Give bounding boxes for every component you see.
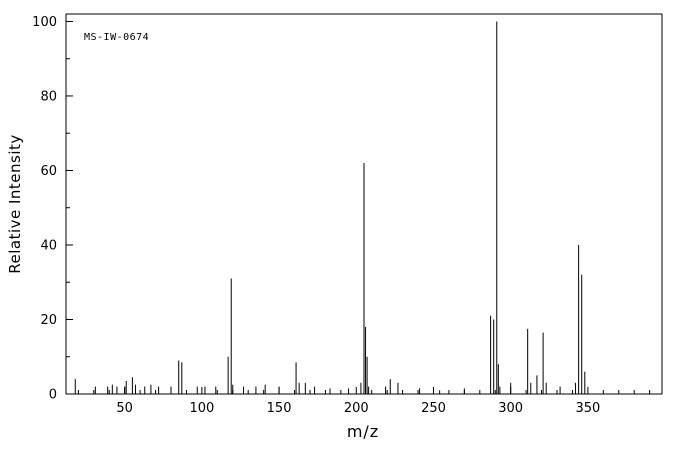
x-tick-label: 350 bbox=[575, 401, 600, 416]
y-tick-label: 40 bbox=[40, 238, 57, 253]
y-tick-label: 20 bbox=[40, 313, 57, 328]
x-axis-label: m/z bbox=[346, 422, 380, 441]
x-tick-label: 150 bbox=[267, 401, 292, 416]
x-tick-label: 250 bbox=[421, 401, 446, 416]
y-tick-label: 80 bbox=[40, 89, 57, 104]
y-tick-label: 100 bbox=[32, 15, 57, 30]
spectrum-id-label: MS-IW-0674 bbox=[84, 32, 150, 43]
x-tick-label: 100 bbox=[189, 401, 214, 416]
y-axis-label: Relative Intensity bbox=[6, 134, 24, 274]
y-tick-label: 60 bbox=[40, 164, 57, 179]
x-tick-label: 200 bbox=[344, 401, 369, 416]
plot-frame bbox=[65, 13, 663, 395]
y-tick-label: 0 bbox=[49, 388, 57, 403]
x-tick-label: 300 bbox=[498, 401, 523, 416]
x-tick-label: 50 bbox=[116, 401, 133, 416]
